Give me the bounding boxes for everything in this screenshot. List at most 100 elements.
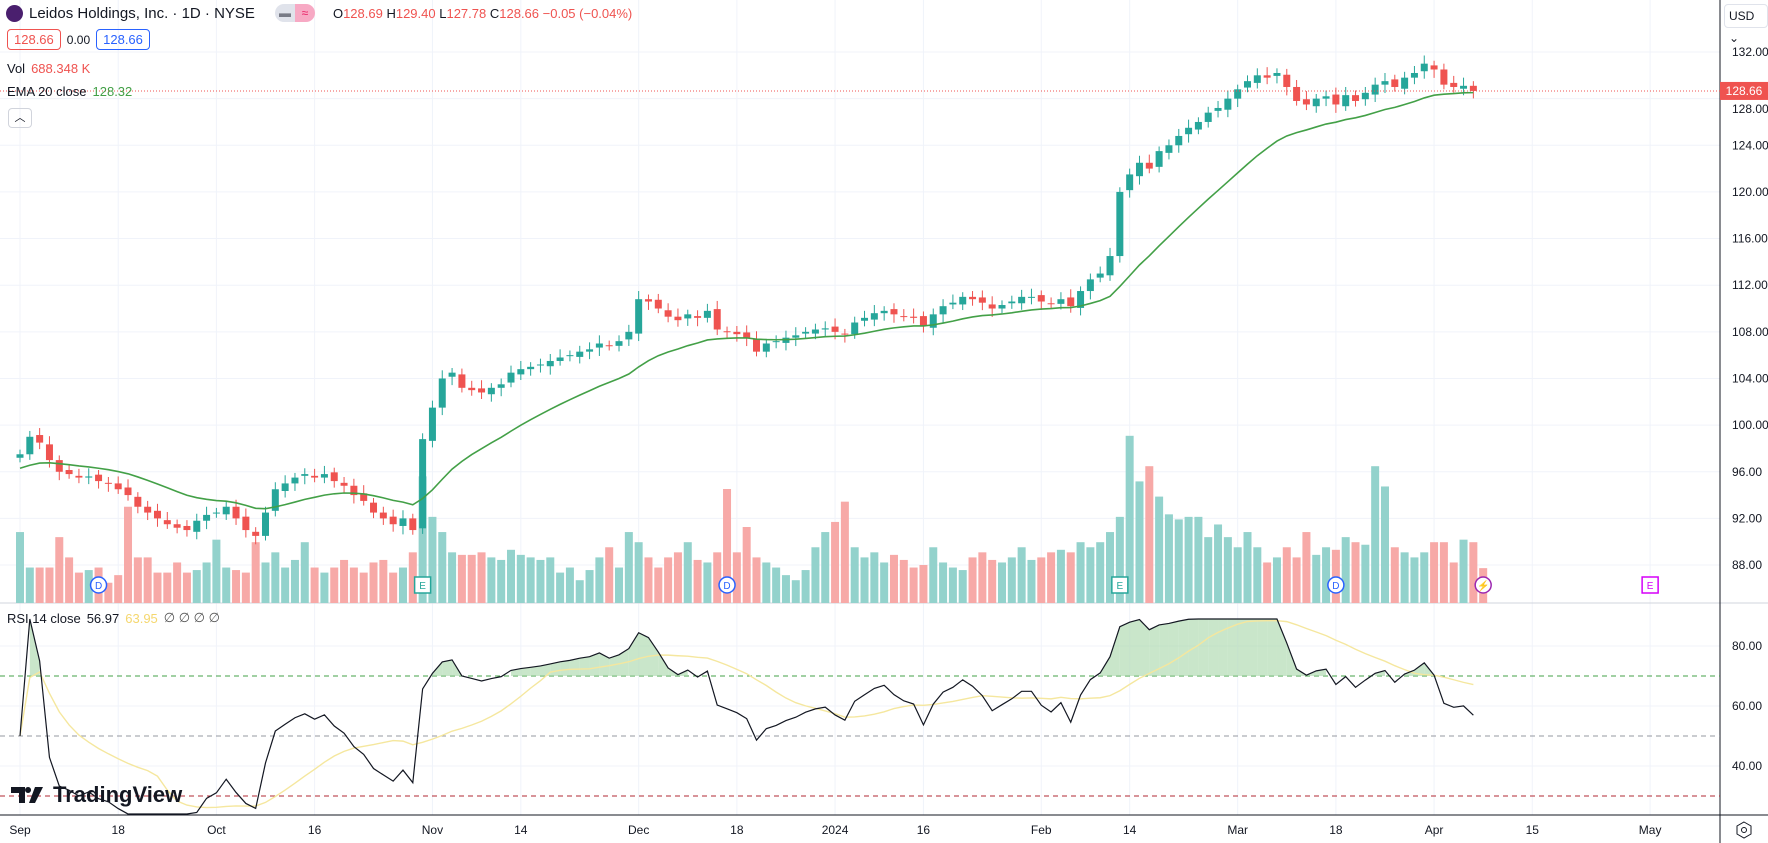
rsi-overbought-fill bbox=[628, 632, 639, 676]
volume-bar bbox=[104, 582, 113, 603]
candle bbox=[713, 309, 721, 330]
chevron-up-icon[interactable]: ︿ bbox=[8, 108, 32, 128]
volume-bar bbox=[1292, 557, 1301, 603]
time-tick-label: 2024 bbox=[822, 823, 849, 837]
volume-bar bbox=[1086, 547, 1095, 603]
volume-bar bbox=[850, 547, 859, 603]
volume-bar bbox=[742, 527, 751, 603]
rsi-overbought-fill bbox=[638, 632, 649, 676]
candle bbox=[311, 475, 319, 478]
minus-icon[interactable]: ▬ bbox=[274, 4, 295, 22]
volume-bar bbox=[65, 557, 74, 603]
sell-button[interactable]: 128.66 bbox=[7, 29, 61, 50]
candle bbox=[792, 335, 800, 338]
volume-bar bbox=[477, 552, 486, 603]
volume-bar bbox=[1066, 552, 1075, 603]
volume-bar bbox=[359, 572, 368, 603]
volume-bar bbox=[1194, 516, 1203, 603]
last-price-badge bbox=[1720, 81, 1768, 100]
settings-icon[interactable] bbox=[1736, 821, 1752, 839]
volume-bar bbox=[1263, 562, 1272, 603]
volume-bar bbox=[241, 572, 250, 603]
candle bbox=[1371, 84, 1379, 95]
candle bbox=[841, 333, 849, 335]
dividend-marker-icon bbox=[1327, 576, 1345, 594]
volume-bar bbox=[1007, 557, 1016, 603]
volume-bar bbox=[163, 572, 172, 603]
rsi-overbought-fill bbox=[560, 660, 570, 676]
candle bbox=[1469, 85, 1477, 91]
volume-bar bbox=[713, 552, 722, 603]
currency-select[interactable]: USD ⌄ bbox=[1724, 4, 1768, 45]
candle bbox=[104, 482, 112, 484]
ohlc-values: O128.69 H129.40 L127.78 C128.66 −0.05 (−… bbox=[332, 5, 633, 21]
volume-bar bbox=[16, 532, 24, 603]
candle bbox=[124, 487, 132, 496]
event-marker-label: E bbox=[419, 581, 426, 592]
rsi-overbought-fill bbox=[29, 619, 40, 676]
candle bbox=[919, 316, 927, 327]
candle bbox=[605, 345, 613, 347]
volume-bar bbox=[1174, 519, 1183, 603]
volume-bar bbox=[1184, 516, 1193, 603]
ema-value: 128.32 bbox=[92, 84, 133, 99]
volume-bar bbox=[1164, 514, 1173, 603]
time-tick-label: 18 bbox=[112, 823, 126, 837]
volume-bar bbox=[732, 552, 741, 603]
candle bbox=[929, 314, 937, 328]
candle bbox=[998, 305, 1006, 309]
candle bbox=[419, 439, 427, 529]
volume-bar bbox=[919, 565, 928, 603]
candle bbox=[1204, 112, 1212, 122]
candle bbox=[1106, 256, 1114, 276]
candle bbox=[1332, 94, 1340, 105]
candle bbox=[674, 316, 682, 321]
candle bbox=[55, 460, 63, 472]
price-tick-label: 132.00 bbox=[1732, 45, 1768, 59]
symbol-title[interactable]: Leidos Holdings, Inc. · 1D · NYSE bbox=[29, 4, 255, 22]
volume-bar bbox=[1302, 532, 1311, 603]
time-tick-label: Nov bbox=[422, 823, 443, 837]
candle bbox=[389, 516, 397, 525]
rsi-tick-label: 60.00 bbox=[1732, 699, 1762, 713]
volume-bar bbox=[624, 532, 633, 603]
vol-value: 688.348 K bbox=[31, 61, 91, 76]
rsi-overbought-fill bbox=[1218, 619, 1228, 676]
last-price-label: 128.66 bbox=[1726, 84, 1763, 98]
candle bbox=[1410, 72, 1418, 78]
volume-bar bbox=[25, 567, 34, 603]
price-tick-label: 92.00 bbox=[1732, 511, 1762, 525]
candle bbox=[281, 483, 289, 491]
time-tick-label: Mar bbox=[1227, 823, 1248, 837]
volume-bar bbox=[35, 567, 44, 603]
buy-button[interactable]: 128.66 bbox=[96, 29, 150, 50]
volume-bar bbox=[1125, 435, 1134, 603]
wave-icon[interactable]: ≈ bbox=[294, 4, 315, 22]
candle bbox=[212, 512, 220, 514]
volume-bar bbox=[1056, 549, 1065, 603]
display-toggle[interactable]: ▬ ≈ bbox=[274, 4, 315, 22]
volume-bar bbox=[1223, 537, 1232, 603]
candle bbox=[939, 306, 947, 315]
volume-bar bbox=[1322, 547, 1331, 603]
volume-legend: Vol 688.348 K bbox=[7, 61, 90, 76]
volume-bar bbox=[290, 559, 299, 603]
candle bbox=[1027, 296, 1035, 298]
rsi-overbought-fill bbox=[658, 652, 669, 676]
volume-bar bbox=[232, 570, 241, 603]
volume-bar bbox=[1312, 554, 1321, 603]
volume-bar bbox=[320, 572, 329, 603]
rsi-overbought-fill bbox=[1178, 619, 1189, 676]
ema-legend: EMA 20 close 128.32 bbox=[7, 84, 132, 99]
lightning-marker-icon bbox=[1474, 576, 1492, 594]
candle bbox=[399, 518, 407, 526]
ema-label: EMA 20 close bbox=[7, 84, 87, 99]
tradingview-logo[interactable]: TradingView bbox=[11, 782, 182, 808]
price-tick-label: 108.00 bbox=[1732, 325, 1768, 339]
volume-bar bbox=[222, 567, 231, 603]
candle bbox=[1067, 297, 1075, 307]
volume-bar bbox=[801, 570, 810, 603]
earnings-marker-icon bbox=[1641, 576, 1659, 594]
candle bbox=[1401, 77, 1409, 89]
